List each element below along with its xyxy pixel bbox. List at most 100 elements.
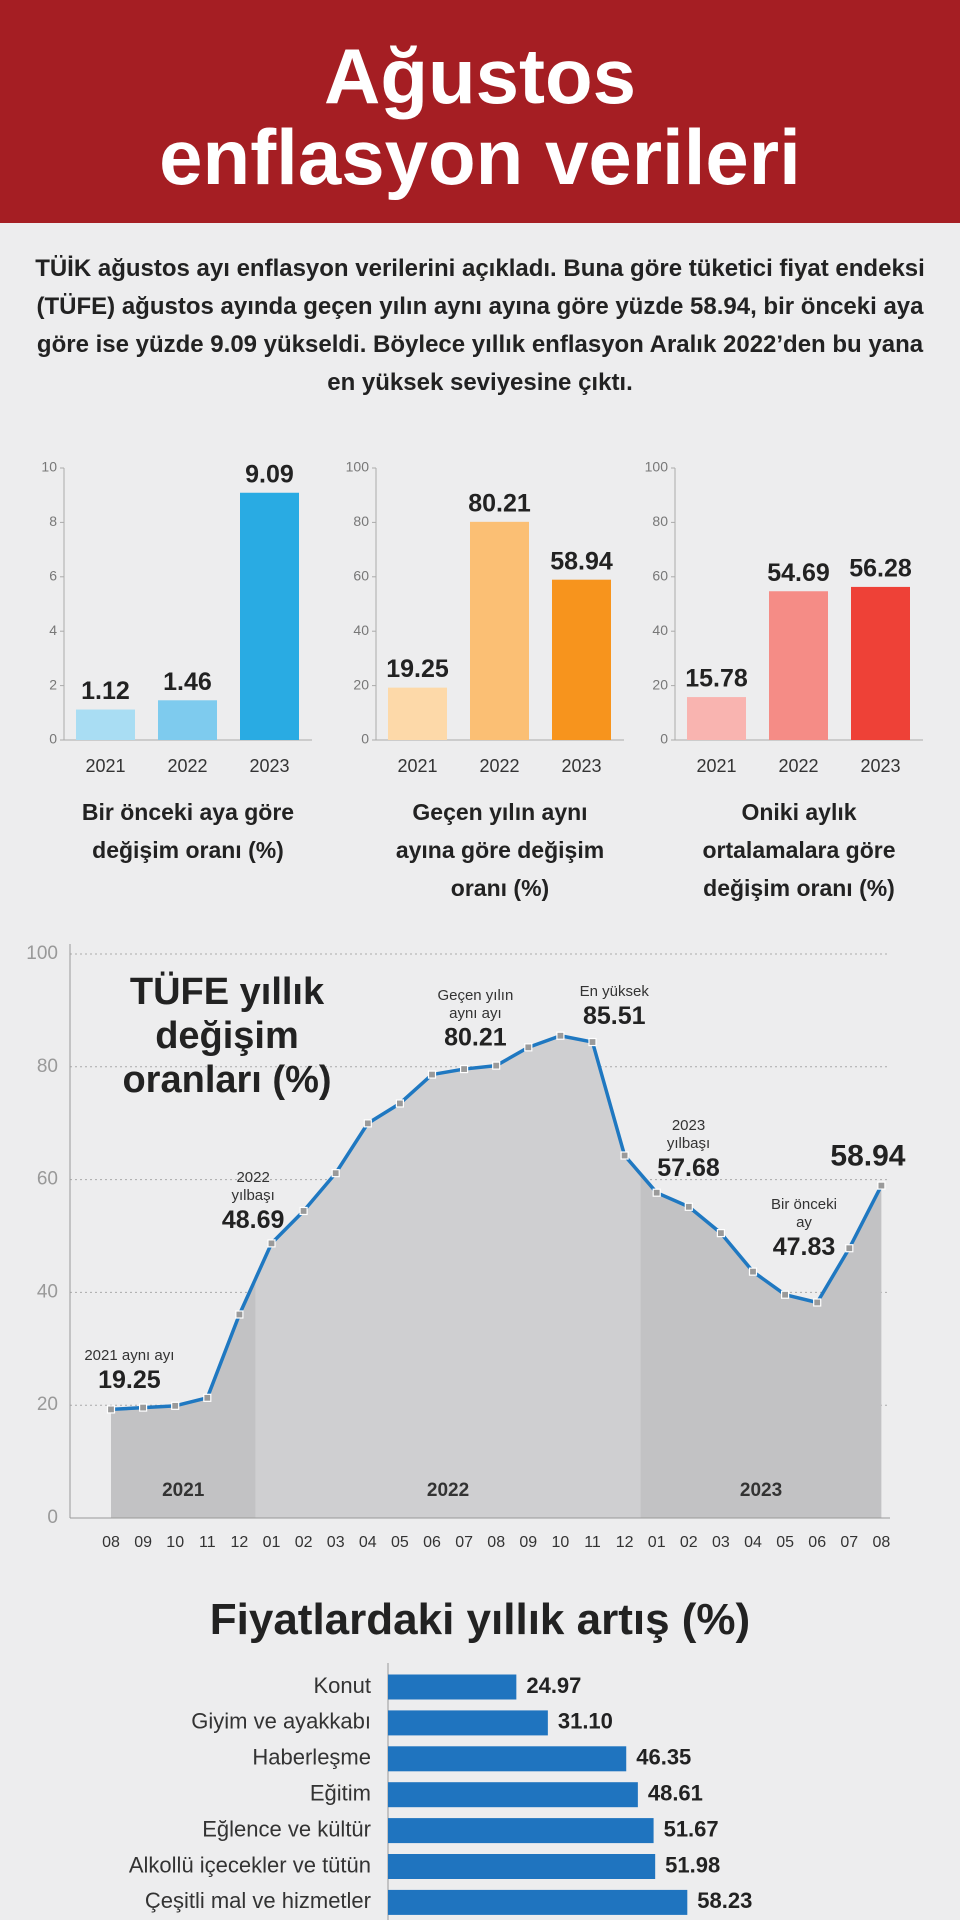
x-tick-label: 05	[391, 1534, 409, 1551]
point	[588, 1037, 597, 1047]
point	[524, 1043, 533, 1052]
y-tick-label: 6	[49, 568, 57, 584]
x-tick-label: 08	[873, 1534, 891, 1551]
value-label: 31.10	[558, 1709, 613, 1734]
year-label: 2022	[427, 1480, 469, 1501]
y-tick-label: 100	[645, 459, 669, 475]
x-tick-label: 08	[102, 1534, 120, 1551]
point	[235, 1310, 244, 1319]
point	[845, 1244, 854, 1253]
y-tick-label: 40	[37, 1281, 58, 1302]
data-label: 80.21	[444, 1023, 507, 1051]
point	[684, 1202, 693, 1211]
bar	[240, 492, 299, 740]
y-tick-label: 2	[49, 676, 57, 692]
value-label: 51.67	[664, 1816, 719, 1841]
x-tick-label: 2021	[696, 756, 736, 776]
x-tick-label: 06	[423, 1534, 441, 1551]
x-tick-label: 05	[776, 1534, 794, 1551]
value-label: 19.25	[386, 655, 449, 683]
y-tick-label: 100	[26, 943, 58, 964]
category-label: Çeşitli mal ve hizmetler	[145, 1888, 371, 1913]
y-tick-label: 0	[361, 731, 369, 747]
point	[299, 1206, 308, 1216]
x-tick-label: 10	[552, 1534, 570, 1551]
year-label: 2021	[162, 1480, 205, 1501]
annotation: Bir önceki ay	[771, 1196, 837, 1232]
bar	[388, 1854, 656, 1879]
bar	[687, 697, 746, 740]
annotation: 2021 aynı ayı	[84, 1347, 175, 1365]
y-tick-label: 20	[652, 676, 668, 692]
x-tick-label: 04	[359, 1534, 377, 1551]
chart-title: TÜFE yıllık değişim oranları (%)	[122, 971, 332, 1101]
category-label: Konut	[314, 1673, 372, 1698]
point	[877, 1181, 886, 1190]
x-tick-label: 02	[680, 1534, 698, 1551]
x-tick-label: 12	[231, 1534, 249, 1551]
x-tick-label: 2023	[249, 756, 289, 776]
x-tick-label: 07	[840, 1534, 858, 1551]
bar	[552, 579, 611, 740]
annotation: 2023 yılbaşı	[666, 1117, 711, 1153]
y-tick-label: 60	[37, 1169, 58, 1190]
point	[652, 1188, 661, 1197]
x-tick-label: 2022	[479, 756, 519, 776]
x-tick-label: 11	[584, 1534, 601, 1551]
y-tick-label: 10	[41, 459, 57, 475]
y-tick-label: 60	[353, 568, 369, 584]
x-tick-label: 02	[295, 1534, 313, 1551]
data-label: 47.83	[773, 1233, 836, 1261]
y-tick-label: 40	[353, 622, 369, 638]
point	[620, 1151, 629, 1160]
chart-title: Oniki aylık ortalamalara göre değişim or…	[702, 799, 896, 901]
point	[267, 1239, 276, 1248]
header: Ağustos enflasyon verileri	[0, 0, 960, 223]
x-tick-label: 08	[487, 1534, 505, 1551]
value-label: 15.78	[685, 665, 748, 693]
x-tick-label: 10	[166, 1534, 184, 1551]
point	[203, 1393, 212, 1402]
point	[813, 1298, 822, 1307]
x-tick-label: 01	[648, 1534, 666, 1551]
point	[363, 1119, 372, 1128]
data-label: 85.51	[583, 1002, 646, 1030]
point	[556, 1031, 565, 1040]
y-tick-label: 40	[652, 622, 668, 638]
y-tick-label: 4	[49, 622, 57, 638]
value-label: 54.69	[767, 559, 830, 587]
x-tick-label: 09	[134, 1534, 152, 1551]
x-tick-label: 2022	[778, 756, 818, 776]
point	[716, 1229, 726, 1238]
bar	[769, 591, 828, 740]
value-label: 80.21	[468, 489, 531, 517]
y-tick-label: 8	[49, 513, 57, 529]
intro-text: TÜİK ağustos ayı enflasyon verilerini aç…	[35, 255, 925, 396]
page-title: Ağustos enflasyon verileri	[159, 32, 801, 201]
point	[171, 1401, 180, 1410]
point	[427, 1070, 437, 1079]
area	[111, 1035, 882, 1518]
value-label: 58.23	[697, 1888, 752, 1913]
y-tick-label: 0	[660, 731, 668, 747]
y-tick-label: 20	[37, 1394, 58, 1415]
x-tick-label: 01	[263, 1534, 281, 1551]
bar	[388, 1818, 654, 1844]
x-tick-label: 2023	[860, 756, 900, 776]
bar	[851, 586, 910, 740]
data-label: 48.69	[222, 1206, 285, 1234]
value-label: 48.61	[648, 1781, 703, 1806]
value-label: 51.98	[665, 1852, 720, 1877]
bar	[388, 687, 447, 740]
x-tick-label: 03	[712, 1534, 730, 1551]
x-tick-label: 09	[519, 1534, 537, 1551]
category-label: Eğlence ve kültür	[202, 1816, 371, 1841]
y-tick-label: 80	[652, 513, 668, 529]
value-label: 1.46	[163, 668, 212, 696]
bar	[158, 700, 217, 740]
y-tick-label: 60	[652, 568, 668, 584]
point	[748, 1267, 758, 1276]
y-tick-label: 80	[37, 1056, 58, 1077]
x-tick-label: 06	[808, 1534, 826, 1551]
point	[139, 1403, 148, 1412]
